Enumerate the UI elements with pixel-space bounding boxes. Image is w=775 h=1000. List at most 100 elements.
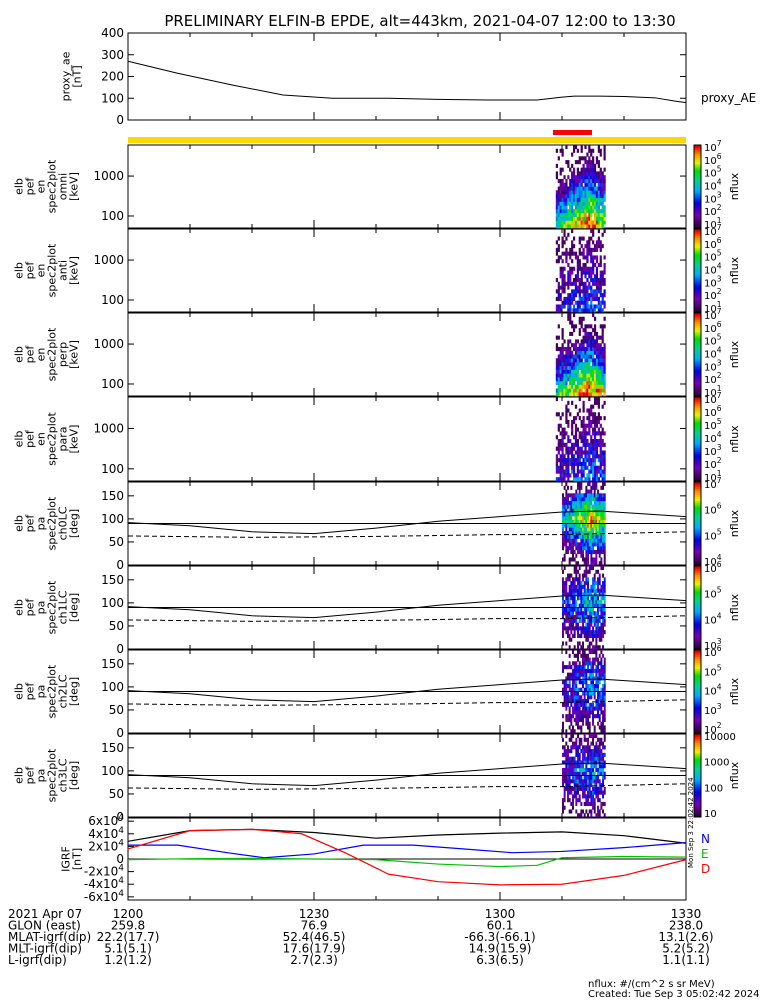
heatmap-cell (582, 461, 585, 467)
heatmap-cell (587, 500, 590, 505)
heatmap-cell (578, 775, 581, 780)
heatmap-cell (567, 665, 569, 670)
heatmap-cell (567, 220, 570, 225)
heatmap-cell (582, 523, 584, 528)
heatmap-cell (575, 665, 578, 670)
y-tick-label: 100 (101, 91, 124, 105)
heatmap-cell (572, 553, 574, 558)
colorbar-cell (694, 209, 701, 212)
heatmap-cell (582, 236, 585, 241)
colorbar-cell (694, 297, 701, 301)
heatmap-cell (597, 756, 600, 761)
tick-exponent: 7 (717, 223, 722, 232)
heatmap-cell (580, 515, 583, 521)
heatmap-cell (588, 145, 591, 150)
heatmap-cell (584, 171, 587, 176)
heatmap-cell (563, 485, 566, 490)
heatmap-cell (580, 695, 583, 700)
heatmap-cell (584, 392, 587, 397)
heatmap-cell (590, 813, 593, 818)
heatmap-cell (565, 607, 568, 612)
heatmap-cell (586, 293, 589, 298)
heatmap-cell (590, 350, 593, 355)
heatmap-cell (583, 687, 586, 692)
heatmap-cell (578, 454, 581, 459)
heatmap-cell (603, 584, 606, 589)
heatmap-cell (602, 531, 605, 536)
heatmap-cell (592, 775, 595, 780)
heatmap-cell (601, 224, 604, 229)
heatmap-cell (598, 714, 601, 719)
heatmap-cell (595, 523, 598, 528)
heatmap-cell (585, 779, 588, 784)
colorbar-cell (694, 155, 701, 158)
heatmap-cell (603, 469, 606, 474)
heatmap-cell (603, 178, 606, 184)
heatmap-cell (593, 489, 596, 494)
heatmap-cell (575, 752, 578, 757)
heatmap-cell (603, 458, 606, 463)
heatmap-cell (561, 331, 564, 336)
y-tick-label: 0 (116, 810, 124, 824)
heatmap-cell (583, 775, 586, 780)
heatmap-cell (580, 497, 583, 502)
heatmap-cell (590, 308, 593, 313)
heatmap-cell (593, 650, 596, 655)
colorbar-cell (694, 149, 701, 152)
heatmap-cell (600, 500, 603, 505)
colorbar-cell (694, 333, 701, 337)
heatmap-cell (582, 553, 584, 558)
colorbar-cell (694, 258, 701, 261)
colorbar-cell (694, 533, 701, 537)
heatmap-cell (563, 515, 566, 521)
heatmap-cell (595, 588, 598, 593)
heatmap-cell (584, 350, 587, 355)
heatmap-cell (602, 549, 605, 554)
heatmap-cell (603, 737, 606, 742)
heatmap-cell (578, 485, 581, 490)
heatmap-cell (595, 485, 598, 490)
heatmap-cell (557, 477, 560, 482)
heatmap-cell (601, 171, 604, 176)
heatmap-cell (563, 377, 566, 382)
colorbar-cell (694, 350, 701, 353)
colorbar-cell (694, 389, 701, 393)
heatmap-cell (557, 296, 560, 301)
heatmap-cell (559, 446, 562, 451)
heatmap-cell (567, 538, 569, 543)
heatmap-cell (603, 508, 606, 513)
heatmap-cell (590, 710, 593, 715)
heatmap-cell (582, 167, 585, 172)
tick-base: 10 (704, 473, 717, 484)
heatmap-cell (580, 775, 583, 780)
heatmap-cell (582, 745, 584, 750)
colorbar-frame (693, 228, 702, 313)
heatmap-cell (572, 714, 574, 719)
heatmap-cell (570, 615, 573, 620)
heatmap-cell (592, 156, 595, 161)
heatmap-cell (592, 531, 595, 536)
heatmap-cell (586, 346, 589, 352)
heatmap-cell (580, 607, 583, 612)
heatmap-cell (578, 446, 581, 451)
heatmap-cell (567, 630, 569, 635)
colorbar-cell (694, 418, 701, 421)
colorbar-cell (694, 716, 701, 719)
colorbar-cell (694, 397, 701, 400)
heatmap-cell (580, 354, 583, 359)
heatmap-cell (600, 783, 603, 788)
heatmap-cell (593, 771, 596, 776)
heatmap-cell (574, 194, 578, 199)
heatmap-cell (602, 596, 605, 601)
heatmap-cell (597, 809, 600, 814)
y-tick-label: 100 (101, 512, 124, 526)
heatmap-cell (577, 569, 579, 574)
heatmap-cell (561, 216, 564, 221)
heatmap-cell (561, 281, 564, 286)
heatmap-cell (577, 504, 579, 509)
heatmap-cell (592, 392, 595, 397)
heatmap-cell (568, 661, 571, 666)
heatmap-cell (561, 182, 564, 187)
heatmap-cell (592, 805, 595, 810)
heatmap-cell (567, 316, 570, 321)
